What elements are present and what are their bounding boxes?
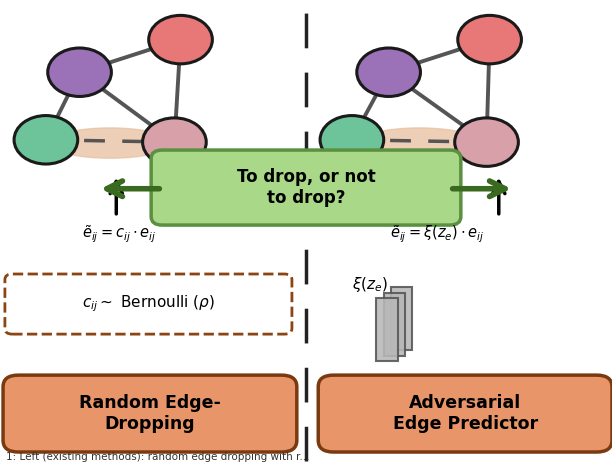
Text: To drop, or not
to drop?: To drop, or not to drop? [237,168,375,207]
Circle shape [357,48,420,96]
Text: Adversarial
Edge Predictor: Adversarial Edge Predictor [392,394,538,433]
FancyBboxPatch shape [376,298,398,361]
Circle shape [455,118,518,166]
FancyBboxPatch shape [391,287,412,350]
Text: Random Edge-
Dropping: Random Edge- Dropping [79,394,221,433]
Circle shape [458,15,521,64]
Circle shape [143,118,206,166]
Text: $\xi\left(z_e\right)$: $\xi\left(z_e\right)$ [352,275,389,294]
Text: 1: Left (existing methods): random edge dropping with r...: 1: Left (existing methods): random edge … [6,452,310,462]
Circle shape [14,116,78,164]
FancyBboxPatch shape [151,150,461,225]
Circle shape [320,116,384,164]
Circle shape [48,48,111,96]
FancyBboxPatch shape [384,293,405,356]
Ellipse shape [49,128,171,158]
FancyBboxPatch shape [5,274,292,334]
FancyBboxPatch shape [318,375,612,452]
Ellipse shape [358,128,480,158]
Text: $c_{ij} \sim$ Bernoulli $(\rho)$: $c_{ij} \sim$ Bernoulli $(\rho)$ [82,294,215,315]
FancyBboxPatch shape [3,375,297,452]
Text: $\tilde{e}_{ij} = \xi\left(z_e\right) \cdot e_{ij}$: $\tilde{e}_{ij} = \xi\left(z_e\right) \c… [390,223,485,245]
Circle shape [149,15,212,64]
Text: $\tilde{e}_{ij} = c_{ij} \cdot e_{ij}$: $\tilde{e}_{ij} = c_{ij} \cdot e_{ij}$ [82,223,157,245]
